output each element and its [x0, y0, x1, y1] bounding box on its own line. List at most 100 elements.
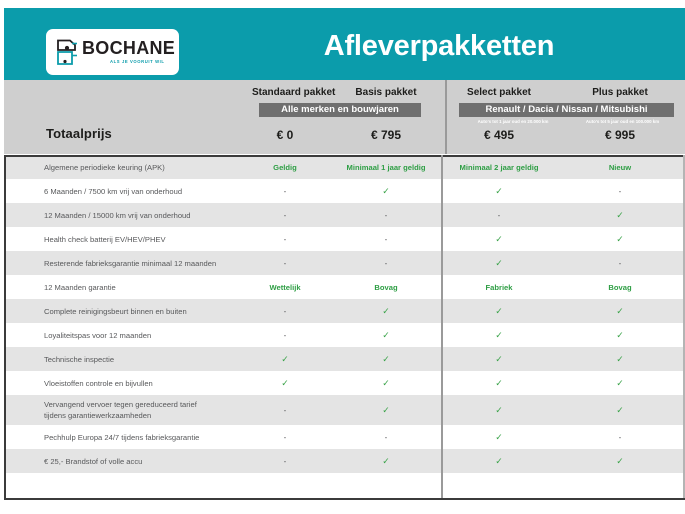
check-icon: ✓ [495, 257, 503, 268]
not-included-dash: - [618, 432, 622, 442]
feature-value-plus: ✓ [582, 323, 658, 347]
page-title: Afleverpakketten [323, 30, 555, 62]
check-icon: ✓ [382, 404, 390, 415]
logo-wordmark: BOCHANE [82, 38, 176, 58]
feature-value-basis: ✓ [348, 323, 424, 347]
feature-value-select: - [461, 203, 537, 227]
logo-tagline: ALS JE VOORUIT WIL [110, 59, 165, 64]
table-left-border [4, 155, 6, 500]
feature-value-basis: ✓ [348, 449, 424, 473]
check-icon: ✓ [382, 377, 390, 388]
feature-value-basis: ✓ [348, 371, 424, 395]
check-icon: ✓ [382, 455, 390, 466]
feature-value-standaard: ✓ [252, 371, 318, 395]
feature-value-standaard: - [252, 179, 318, 203]
value-text: Wettelijk [269, 282, 301, 292]
feature-value-basis: - [348, 227, 424, 251]
feature-label: Vloeistoffen controle en bijvullen [44, 378, 153, 388]
feature-value-select: ✓ [461, 425, 537, 449]
column-title-select: Select pakket [467, 87, 531, 98]
check-icon: ✓ [281, 377, 289, 388]
column-title-plus: Plus pakket [592, 87, 648, 98]
check-icon: ✓ [616, 404, 624, 415]
header-vertical-divider [445, 80, 447, 154]
table-row: Algemene periodieke keuring (APK) Geldig M… [4, 155, 685, 179]
check-icon: ✓ [495, 353, 503, 364]
not-included-dash: - [384, 258, 388, 268]
not-included-dash: - [283, 210, 287, 220]
header-pane-all-brands [4, 80, 445, 154]
column-subtitle-plus: Auto's tot 5 jaar oud en 100.000 km [585, 119, 660, 124]
feature-label: € 25,- Brandstof of volle accu [44, 456, 143, 466]
value-text: Minimaal 1 jaar geldig [346, 162, 426, 172]
group-bar-brand-specific: Renault / Dacia / Nissan / Mitsubishi [459, 103, 674, 117]
feature-value-basis: ✓ [348, 179, 424, 203]
feature-value-standaard: - [252, 323, 318, 347]
not-included-dash: - [283, 405, 287, 415]
bochane-logo: BOCHANE ALS JE VOORUIT WIL [46, 29, 179, 75]
table-row: € 25,- Brandstof of volle accu - ✓ ✓ ✓ [4, 449, 685, 473]
feature-label: Technische inspectie [44, 354, 115, 364]
not-included-dash: - [283, 186, 287, 196]
value-text: Nieuw [608, 162, 632, 172]
feature-value-select: ✓ [461, 395, 537, 425]
feature-label: Resterende fabrieksgarantie minimaal 12 … [44, 258, 217, 268]
column-price-select: € 495 [483, 128, 515, 142]
feature-label: Complete reinigingsbeurt binnen en buite… [44, 306, 187, 316]
feature-value-select: Fabriek [461, 275, 537, 299]
feature-value-plus: Nieuw [582, 155, 658, 179]
table-row: 6 Maanden / 7500 km vrij van onderhoud - ✓… [4, 179, 685, 203]
check-icon: ✓ [616, 329, 624, 340]
column-header-zone [4, 80, 685, 154]
check-icon: ✓ [495, 455, 503, 466]
feature-value-basis: - [348, 251, 424, 275]
feature-label: Health check batterij EV/HEV/PHEV [44, 234, 166, 244]
feature-value-standaard: Geldig [252, 155, 318, 179]
feature-value-select: Minimaal 2 jaar geldig [459, 155, 539, 179]
feature-value-standaard: - [252, 449, 318, 473]
value-text: Bovag [374, 282, 398, 292]
check-icon: ✓ [495, 404, 503, 415]
table-footer-spacer-row [4, 473, 685, 505]
feature-value-select: ✓ [461, 251, 537, 275]
feature-value-plus: - [582, 251, 658, 275]
feature-value-select: ✓ [461, 371, 537, 395]
feature-value-select: ✓ [461, 323, 537, 347]
table-row: Technische inspectie ✓ ✓ ✓ ✓ [4, 347, 685, 371]
check-icon: ✓ [495, 377, 503, 388]
check-icon: ✓ [616, 305, 624, 316]
not-included-dash: - [384, 432, 388, 442]
table-rows-host: Algemene periodieke keuring (APK) Geldig M… [4, 155, 685, 505]
feature-value-standaard: - [252, 299, 318, 323]
table-row: Loyaliteitspas voor 12 maanden - ✓ ✓ ✓ [4, 323, 685, 347]
table-top-border [4, 155, 685, 157]
check-icon: ✓ [495, 233, 503, 244]
feature-value-plus: Bovag [582, 275, 658, 299]
check-icon: ✓ [382, 329, 390, 340]
feature-value-standaard: - [252, 227, 318, 251]
check-icon: ✓ [281, 353, 289, 364]
table-bottom-border [4, 498, 685, 500]
feature-value-plus: ✓ [582, 227, 658, 251]
table-right-border [683, 155, 685, 500]
value-text: Minimaal 2 jaar geldig [459, 162, 539, 172]
not-included-dash: - [283, 330, 287, 340]
features-comparison-table: Algemene periodieke keuring (APK) Geldig M… [4, 155, 685, 505]
column-price-plus: € 995 [604, 128, 636, 142]
feature-value-plus: ✓ [582, 203, 658, 227]
check-icon: ✓ [495, 329, 503, 340]
table-vertical-divider [441, 155, 443, 500]
check-icon: ✓ [616, 377, 624, 388]
feature-value-select: ✓ [461, 449, 537, 473]
feature-value-basis: - [348, 425, 424, 449]
check-icon: ✓ [616, 209, 624, 220]
feature-value-basis: Minimaal 1 jaar geldig [346, 155, 426, 179]
column-title-basis: Basis pakket [355, 87, 417, 98]
feature-value-basis: ✓ [348, 395, 424, 425]
bochane-b-mark-icon [55, 39, 79, 66]
feature-value-standaard: - [252, 425, 318, 449]
check-icon: ✓ [616, 455, 624, 466]
feature-value-plus: - [582, 425, 658, 449]
feature-value-select: ✓ [461, 179, 537, 203]
feature-value-plus: ✓ [582, 395, 658, 425]
